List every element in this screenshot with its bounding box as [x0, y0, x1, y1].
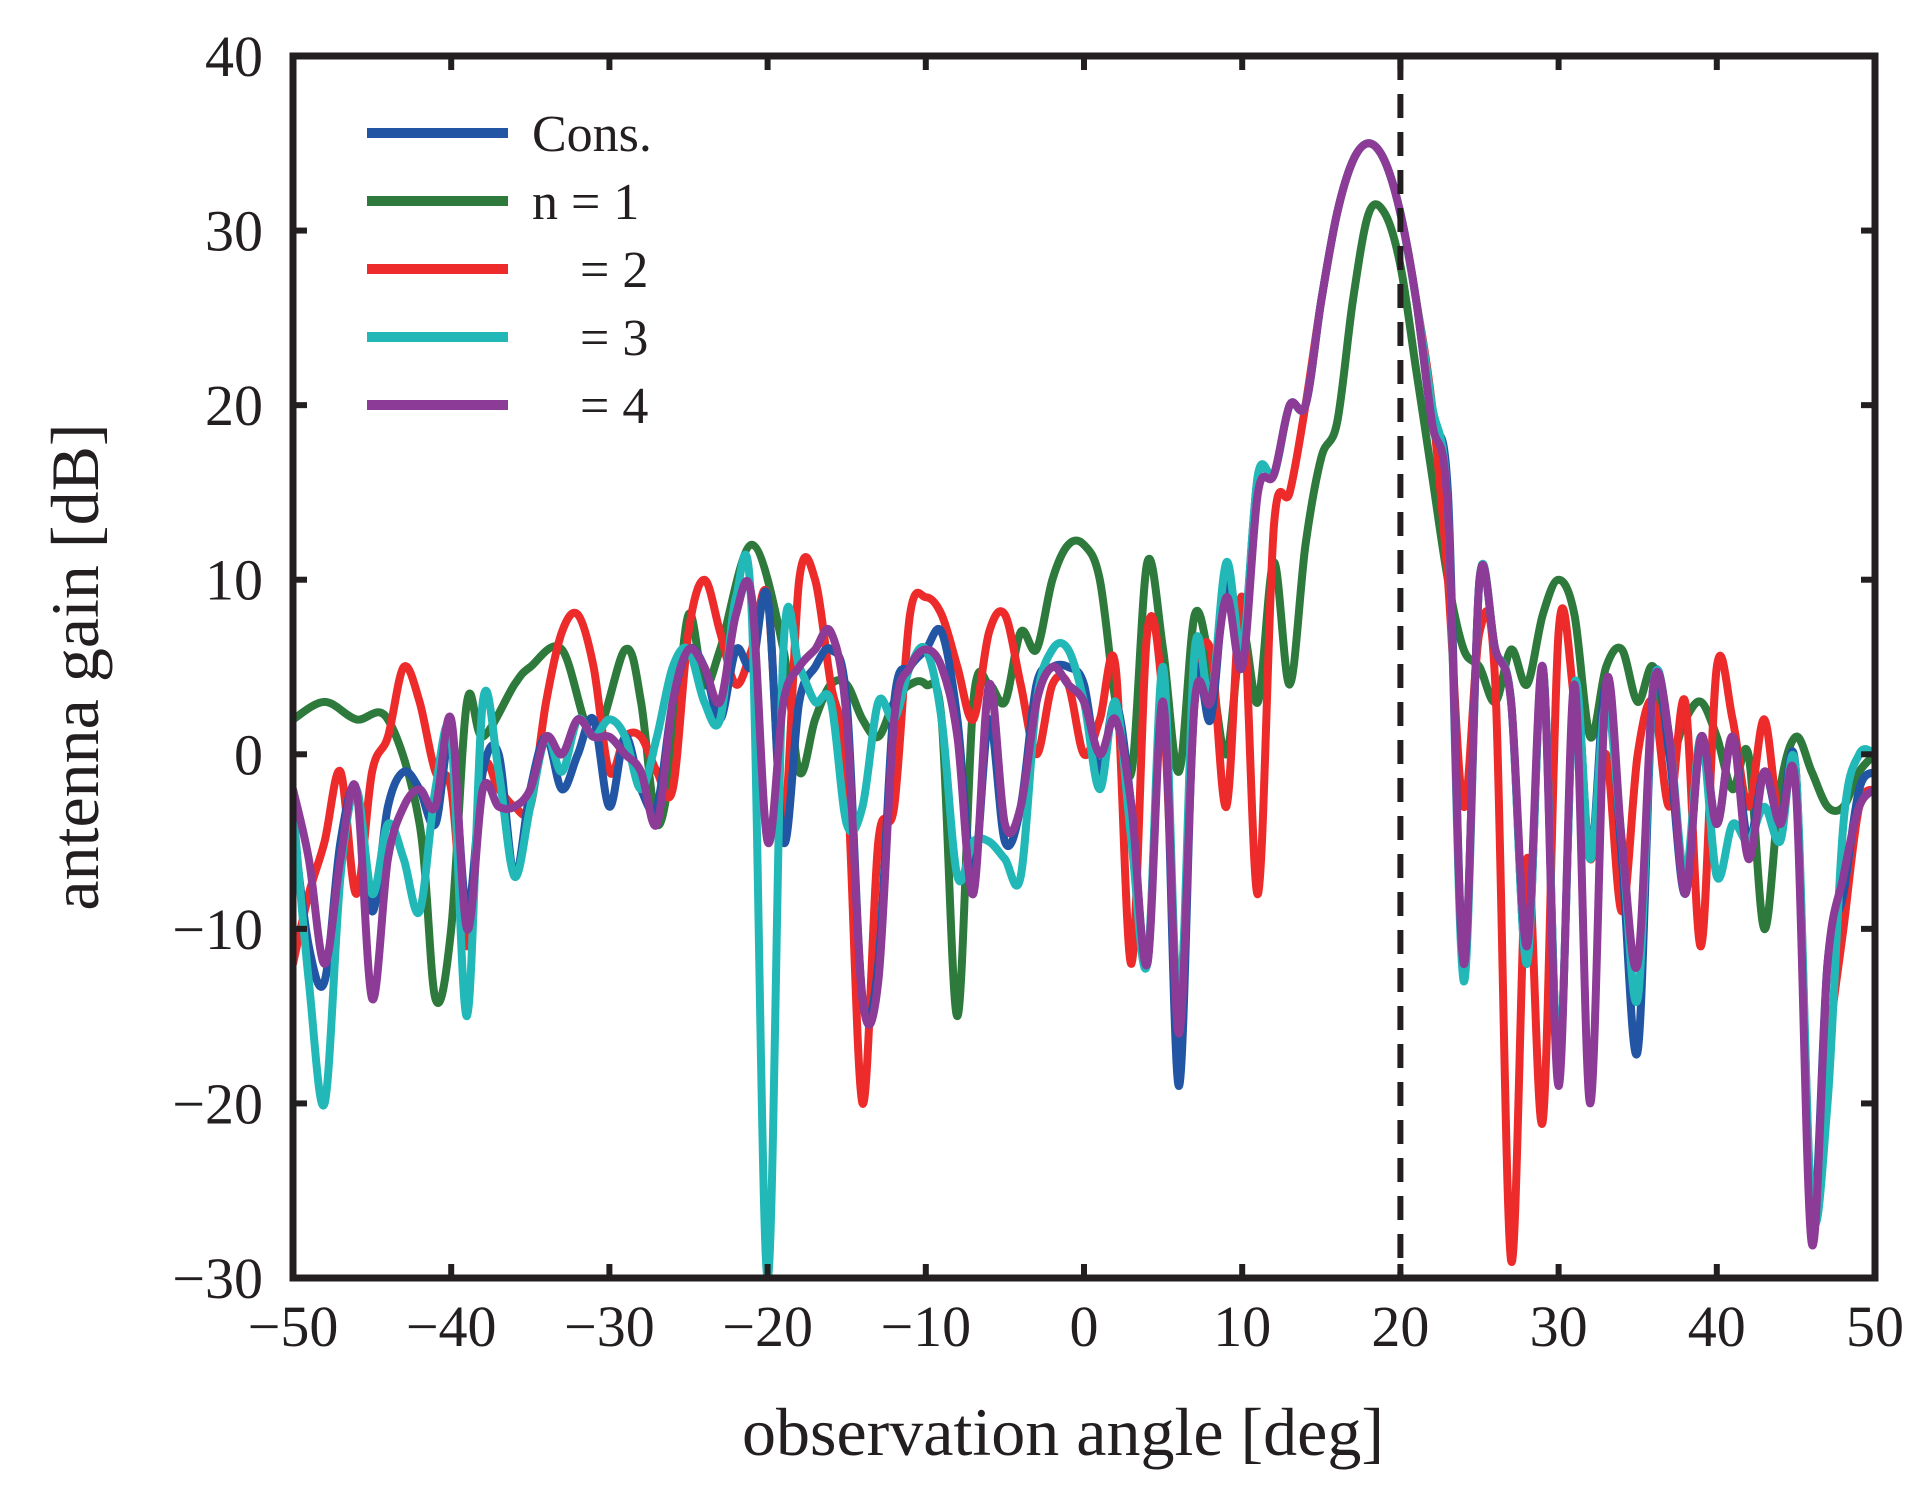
y-tick-label: 0 [234, 722, 263, 787]
plot-frame [289, 52, 1879, 1282]
x-tick-label: 0 [1070, 1294, 1099, 1359]
x-tick-label: 10 [1213, 1294, 1271, 1359]
x-tick-label: 40 [1688, 1294, 1746, 1359]
x-tick-label: 20 [1371, 1294, 1429, 1359]
series-layer [293, 139, 1875, 1278]
y-tick-label: 40 [205, 24, 263, 89]
y-tick-label: 10 [205, 548, 263, 613]
tick-labels: −50 −40 −30 −20 −10 0 10 20 30 40 50 −30 −20 −10 0 10 20… [172, 24, 1904, 1359]
x-tick-label: −30 [564, 1294, 655, 1359]
series-line-2 [293, 200, 1875, 1021]
x-axis-title: observation angle [deg] [742, 1394, 1384, 1470]
y-tick-label: −30 [172, 1246, 263, 1311]
legend-label-4: = 3 [580, 310, 648, 367]
y-tick-label: −10 [172, 897, 263, 962]
x-tick-label: 30 [1530, 1294, 1588, 1359]
x-tick-label: −40 [406, 1294, 497, 1359]
y-tick-label: 20 [205, 373, 263, 438]
legend-label-5: = 4 [580, 378, 648, 435]
y-axis-title: antenna gain [dB] [37, 423, 113, 910]
x-tick-label: 50 [1846, 1294, 1904, 1359]
x-tick-label: −10 [880, 1294, 971, 1359]
x-tick-label: −20 [722, 1294, 813, 1359]
series-line-5 [293, 139, 1875, 1250]
legend: Cons. n = 1 = 2 = 3 = 4 [367, 106, 652, 435]
y-tick-label: 30 [205, 199, 263, 264]
legend-label-2: n = 1 [532, 174, 639, 231]
legend-label-3: = 2 [580, 242, 648, 299]
x-tick-label: −50 [248, 1294, 339, 1359]
legend-label-1: Cons. [532, 106, 652, 163]
y-tick-label: −20 [172, 1071, 263, 1136]
